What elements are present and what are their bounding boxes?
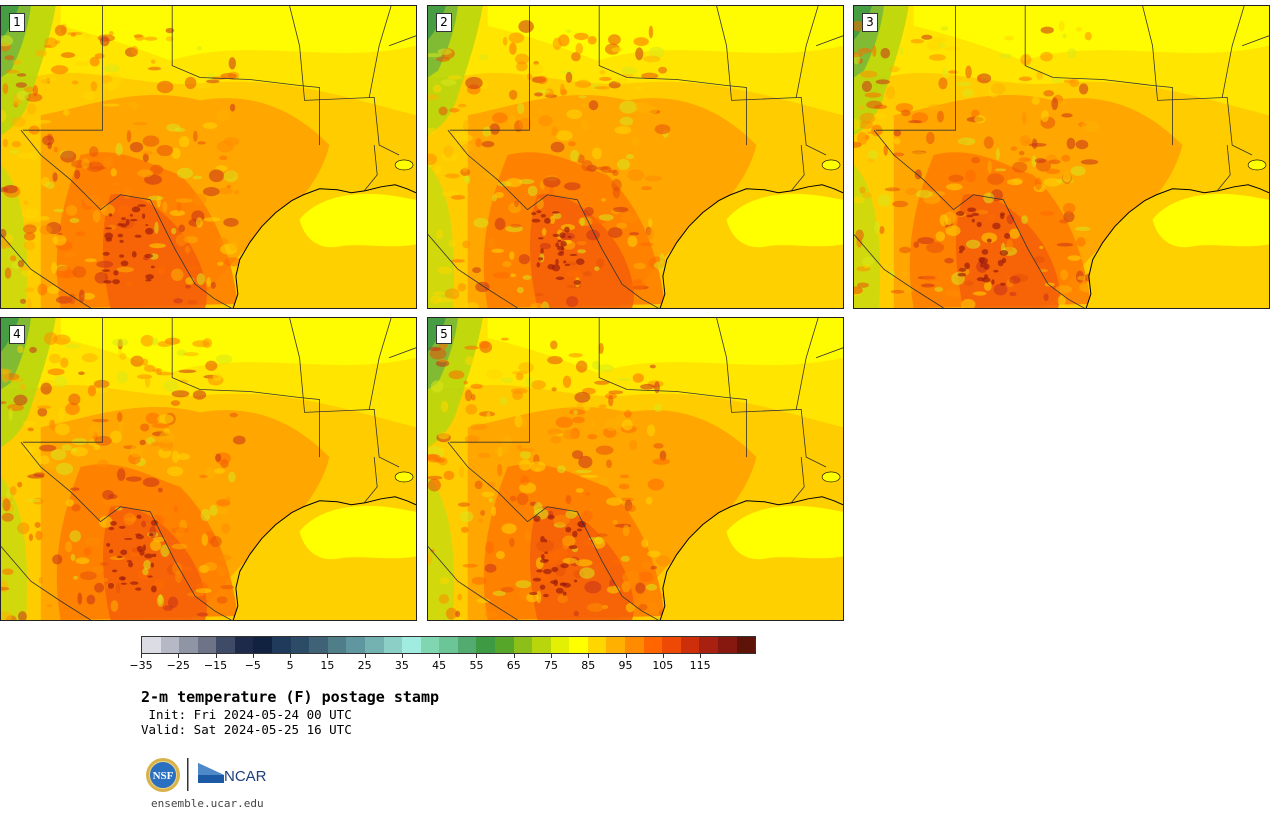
colorbar-swatch: [364, 637, 384, 653]
colorbar-tick: [290, 654, 292, 658]
colorbar-tick: [327, 654, 329, 658]
colorbar-tick: [178, 654, 180, 658]
colorbar-swatch: [290, 637, 310, 653]
colorbar-swatch: [587, 637, 607, 653]
map-panel-5: 5: [427, 317, 844, 621]
logos: NSF NCAR: [144, 755, 276, 795]
valid-time: Valid: Sat 2024-05-25 16 UTC: [141, 722, 352, 737]
nsf-text: NSF: [153, 770, 174, 782]
colorbar-swatch: [457, 637, 477, 653]
colorbar-swatch: [717, 637, 737, 653]
colorbar-swatch: [216, 637, 235, 653]
panel-number: 3: [862, 13, 878, 32]
colorbar-swatch: [197, 637, 217, 653]
panel-number: 2: [436, 13, 452, 32]
chart-title: 2-m temperature (F) postage stamp: [141, 688, 440, 706]
colorbar-tick: [662, 654, 664, 658]
panel-number: 1: [9, 13, 25, 32]
colorbar-swatch: [327, 637, 347, 653]
colorbar-tick-label: 5: [286, 659, 294, 672]
colorbar-swatch: [253, 637, 273, 653]
title-block: 2-m temperature (F) postage stamp Init: …: [141, 688, 439, 737]
colorbar-tick: [215, 654, 217, 658]
panel-number: 4: [9, 325, 25, 344]
colorbar-swatch: [550, 637, 570, 653]
colorbar-swatch: [476, 637, 495, 653]
logo-divider: [187, 758, 189, 791]
temperature-map: [1, 318, 416, 620]
colorbar-swatch: [625, 637, 644, 653]
nsf-logo: NSF: [146, 758, 180, 792]
colorbar-swatch: [699, 637, 718, 653]
colorbar-tick-label: −25: [166, 659, 190, 672]
colorbar-tick: [513, 654, 515, 658]
init-time: Init: Fri 2024-05-24 00 UTC: [141, 707, 352, 722]
map-panel-3: 3: [853, 5, 1270, 309]
colorbar-tick: [364, 654, 366, 658]
colorbar-tick: [588, 654, 590, 658]
colorbar-tick-label: 45: [432, 659, 447, 672]
colorbar: [141, 636, 756, 654]
colorbar-swatch: [662, 637, 681, 653]
panel-number: 5: [436, 325, 452, 344]
colorbar-tick: [401, 654, 403, 658]
colorbar-swatch: [402, 637, 421, 653]
colorbar-tick-label: −35: [129, 659, 153, 672]
ncar-text: NCAR: [224, 768, 267, 785]
colorbar-swatch: [569, 637, 588, 653]
colorbar-swatch: [736, 637, 756, 653]
colorbar-tick-label: 55: [469, 659, 484, 672]
map-panel-2: 2: [427, 5, 844, 309]
map-panel-4: 4: [0, 317, 417, 621]
colorbar-tick-label: 75: [544, 659, 558, 672]
temperature-map: [854, 6, 1269, 308]
colorbar-tick-label: 105: [652, 659, 674, 672]
colorbar-tick-label: 95: [618, 659, 633, 672]
colorbar-tick-label: 65: [506, 659, 521, 672]
colorbar-tick-label: 15: [320, 659, 335, 672]
colorbar-swatch: [234, 637, 254, 653]
colorbar-tick-label: 85: [581, 659, 596, 672]
colorbar-tick-label: −5: [244, 659, 261, 672]
colorbar-tick-label: 35: [394, 659, 409, 672]
colorbar-tick: [476, 654, 478, 658]
colorbar-swatch: [532, 637, 551, 653]
colorbar-tick: [141, 654, 142, 658]
colorbar-tick-label: 25: [357, 659, 372, 672]
colorbar-swatch: [346, 637, 365, 653]
colorbar-swatch: [383, 637, 403, 653]
ncar-logo: NCAR: [198, 763, 267, 785]
temperature-map: [428, 318, 843, 620]
colorbar-tick: [700, 654, 702, 658]
colorbar-tick: [625, 654, 627, 658]
colorbar-swatch: [680, 637, 700, 653]
colorbar-tick-label: −15: [203, 659, 228, 672]
colorbar-tick-label: 115: [689, 659, 711, 672]
colorbar-swatch: [160, 637, 180, 653]
colorbar-swatch: [272, 637, 291, 653]
colorbar-swatch: [494, 637, 514, 653]
colorbar-tick: [551, 654, 552, 658]
map-panel-1: 1: [0, 5, 417, 309]
site-url: ensemble.ucar.edu: [151, 797, 264, 810]
colorbar-swatch: [179, 637, 198, 653]
colorbar-swatch: [142, 637, 161, 653]
temperature-map: [1, 6, 416, 308]
temperature-map: [428, 6, 843, 308]
colorbar-swatch: [513, 637, 533, 653]
colorbar-tick: [252, 654, 254, 658]
colorbar-swatch: [439, 637, 458, 653]
colorbar-swatch: [309, 637, 328, 653]
colorbar-swatch: [606, 637, 626, 653]
colorbar-tick: [439, 654, 441, 658]
colorbar-swatch: [420, 637, 440, 653]
colorbar-ticks: −35 −25 −15 −5 5 15 25 35 45 55 65 75 85 95 105 115: [129, 654, 756, 676]
colorbar-swatch: [643, 637, 663, 653]
